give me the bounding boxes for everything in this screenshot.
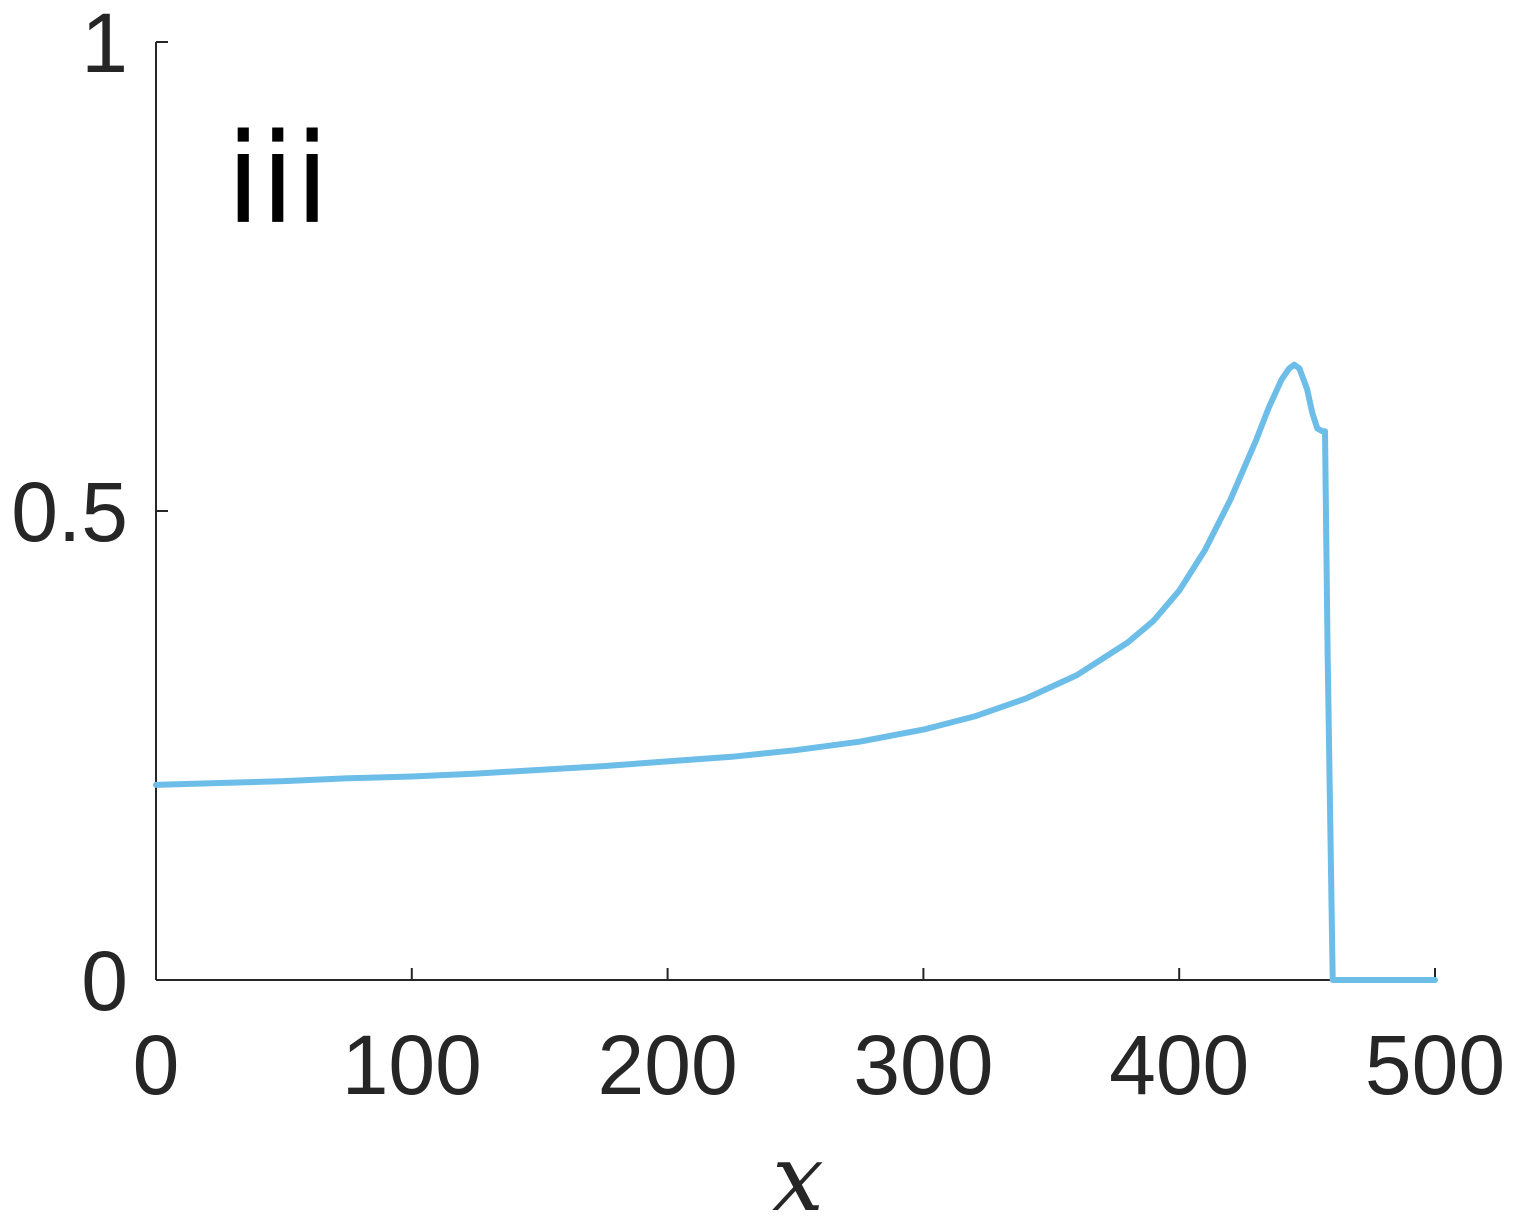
y-tick-label: 0: [81, 934, 128, 1028]
x-tick-label: 500: [1365, 1018, 1505, 1112]
axes: [155, 42, 1435, 981]
x-tick-label: 400: [1109, 1018, 1249, 1112]
x-tick-label: 100: [342, 1018, 482, 1112]
y-tick-label: 1: [81, 0, 128, 90]
ticks: 0 100 200 300 400 500 0 0.5 1: [11, 0, 1505, 1112]
x-tick-label: 200: [598, 1018, 738, 1112]
y-tick-label: 0.5: [11, 465, 128, 559]
x-tick-label: 0: [133, 1018, 180, 1112]
x-axis-title: x: [772, 1125, 824, 1222]
series-line-1: [153, 361, 1438, 983]
series-layer: [153, 361, 1438, 983]
x-tick-label: 300: [853, 1018, 993, 1112]
panel-label: iii: [226, 108, 329, 252]
